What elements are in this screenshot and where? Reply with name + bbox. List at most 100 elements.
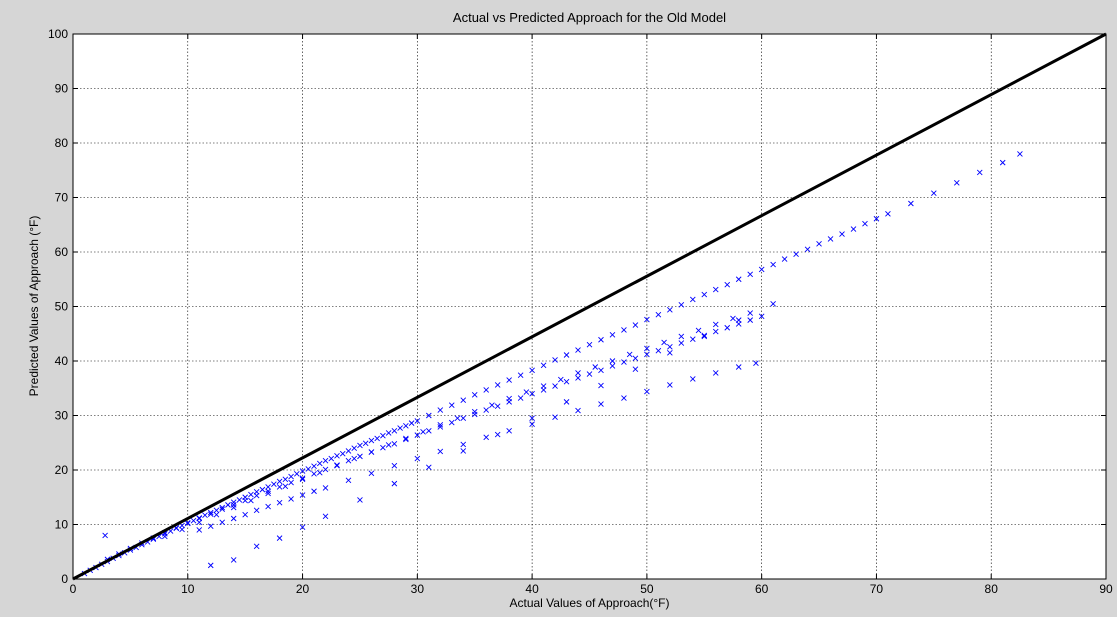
x-tick-label: 50 [640,582,654,596]
data-point [563,378,570,385]
data-point [471,408,478,415]
data-point [655,347,662,354]
data-point [644,351,650,358]
data-point [976,169,983,176]
data-point [908,200,914,207]
x-axis-label: Actual Values of Approach(°F) [510,596,670,610]
data-point [598,336,604,343]
data-point [437,448,444,455]
data-point [425,427,432,434]
data-point [225,502,231,508]
y-tick-label: 90 [55,82,69,96]
data-point [230,515,237,522]
data-point [609,358,616,364]
data-point [735,364,742,370]
data-point [609,363,616,369]
y-tick-label: 50 [55,300,69,314]
data-point [299,468,306,474]
data-point [747,271,754,278]
data-point [632,355,639,362]
data-point [678,340,685,346]
data-point [758,313,765,320]
data-point [288,473,294,480]
x-tick-label: 70 [870,582,884,596]
data-point [276,478,283,485]
data-point [288,496,294,502]
data-point [563,352,570,358]
y-axis-label: Predicted Values of Approach (°F) [27,216,41,397]
data-point [712,328,719,335]
data-point [529,367,535,374]
data-point [334,453,340,459]
data-point [299,492,306,498]
data-point [311,470,317,477]
data-point [529,415,535,422]
data-point [506,427,512,434]
data-point [207,562,214,569]
data-point [403,435,409,442]
data-point [437,407,444,413]
data-point [311,488,317,495]
data-point [253,543,260,550]
data-point [724,281,731,288]
data-point [724,324,731,331]
data-point [368,437,375,444]
data-point [351,445,358,452]
data-point [408,420,415,426]
data-point [483,387,490,393]
data-point [494,382,501,388]
data-point [362,440,369,447]
y-tick-label: 10 [55,518,69,532]
data-point [747,310,754,316]
data-point [632,366,639,372]
data-point [781,256,788,262]
data-point [489,402,495,408]
data-point [345,457,352,464]
data-point [184,520,191,527]
y-tick-label: 100 [48,27,68,41]
data-point [213,507,220,514]
data-point [816,241,822,247]
data-point [575,407,581,414]
data-point [621,327,627,333]
data-point [248,491,254,498]
data-point [667,350,673,356]
data-point [397,425,403,431]
data-point [667,344,673,350]
data-point [678,302,685,308]
data-point [827,236,834,242]
data-point [471,391,478,398]
data-point [322,485,329,491]
data-point [621,359,627,365]
data-point [586,371,593,377]
data-point [523,389,530,395]
data-point [328,455,335,462]
data-point [414,455,421,462]
data-point [380,444,386,451]
data-point [248,497,254,504]
data-point [632,322,639,328]
data-point [265,484,271,490]
x-tick-label: 30 [411,582,425,596]
data-point [506,377,512,383]
data-point [339,450,346,457]
data-point [540,383,547,389]
data-point [259,486,266,493]
data-point [494,403,501,410]
y-tick-label: 20 [55,463,69,477]
data-point [552,357,558,363]
data-point [230,557,237,563]
data-point [282,483,289,490]
data-point [242,497,248,504]
data-point [345,448,352,454]
x-tick-label: 60 [755,582,769,596]
data-point [448,419,455,426]
data-point [425,412,432,419]
data-point [322,466,329,473]
data-point [207,511,214,517]
data-point [391,427,398,434]
data-point [804,246,811,253]
data-point [701,333,708,340]
data-point [102,532,108,539]
